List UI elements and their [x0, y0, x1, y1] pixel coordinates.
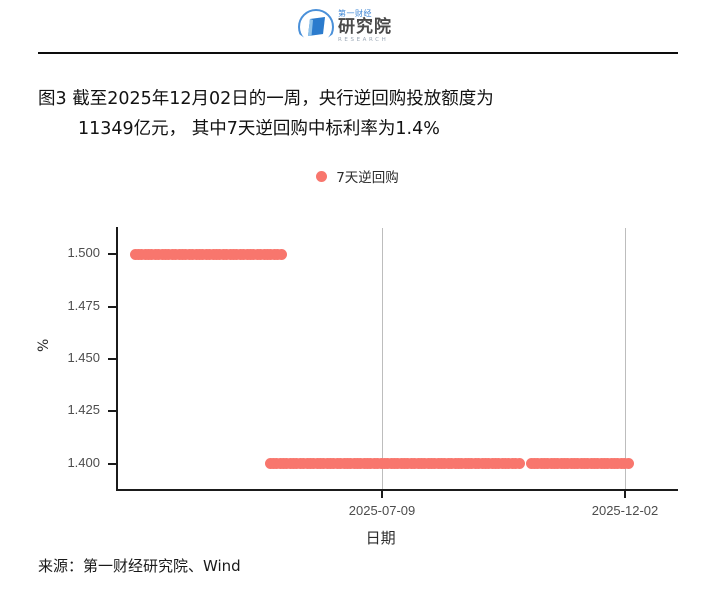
- page-header: 第一财经 研究院 RESEARCH: [0, 0, 715, 54]
- chart-gridline: [382, 228, 384, 490]
- y-axis-tick: [108, 305, 116, 308]
- y-axis-tick: [108, 410, 116, 413]
- figure-title-line-1: 图3 截至2025年12月02日的一周，央行逆回购投放额度为: [38, 89, 494, 109]
- x-axis-tick: [623, 490, 626, 498]
- chart-gridline: [624, 228, 626, 490]
- x-axis-line: [116, 489, 678, 491]
- logo-sub-text: RESEARCH: [338, 37, 389, 44]
- logo-main-text: 研究院: [338, 17, 392, 38]
- x-axis-tick-label: 2025-07-09: [348, 503, 416, 518]
- data-point: [275, 248, 287, 260]
- data-point: [622, 458, 634, 470]
- header-divider: [38, 52, 678, 54]
- data-point: [513, 458, 525, 470]
- y-axis-tick: [108, 462, 116, 465]
- y-axis-line: [116, 227, 118, 491]
- y-axis-tick: [108, 358, 116, 360]
- y-axis-tick-label: 1.500: [67, 245, 100, 261]
- logo-wordmark: 第一财经 研究院 RESEARCH: [338, 10, 392, 44]
- y-axis-title: %: [36, 338, 52, 352]
- source-note: 来源：第一财经研究院、Wind: [38, 557, 241, 575]
- figure-title-line-2: 11349亿元， 其中7天逆回购中标利率为1.4%: [78, 119, 440, 139]
- y-axis-tick-labels: 1.500 1.475 1.450 1.425 1.400: [34, 0, 100, 608]
- plot-area: [117, 228, 678, 490]
- x-axis-tick: [381, 490, 384, 498]
- legend-marker-icon: [316, 170, 328, 182]
- x-axis-title: 日期: [365, 529, 396, 547]
- chart-legend: 7天逆回购: [0, 166, 715, 186]
- logo-mark-icon: [297, 8, 335, 46]
- y-axis-tick-label: 1.425: [67, 402, 100, 418]
- y-axis-tick-label: 1.475: [67, 297, 100, 313]
- x-axis-tick-label: 2025-12-02: [591, 503, 659, 518]
- legend-label: 7天逆回购: [336, 170, 399, 186]
- figure-title: 图3 截至2025年12月02日的一周，央行逆回购投放额度为 11349亿元， …: [38, 84, 658, 144]
- brand-logo: 第一财经 研究院 RESEARCH: [297, 7, 417, 47]
- logo-top-text: 第一财经: [338, 9, 372, 19]
- y-axis-tick-label: 1.450: [67, 350, 100, 365]
- y-axis-tick: [108, 253, 116, 256]
- y-axis-tick-label: 1.400: [67, 454, 100, 470]
